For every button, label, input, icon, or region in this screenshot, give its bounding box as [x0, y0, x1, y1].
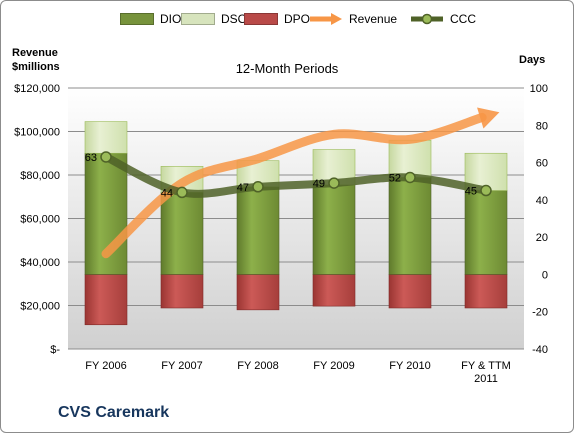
ccc-point [100, 151, 112, 163]
bar-dio [236, 186, 280, 275]
legend-swatch-dio [120, 13, 154, 25]
left-tick-label: $120,000 [14, 83, 60, 95]
legend-label-dio: DIO [160, 12, 182, 26]
ccc-point [480, 184, 492, 197]
bar-dpo [160, 274, 204, 309]
ccc-data-label: 63 [85, 152, 97, 164]
ccc-point [404, 171, 416, 184]
right-tick-label: 100 [530, 83, 548, 95]
legend-label-revenue: Revenue [349, 12, 398, 26]
bar-dpo [84, 274, 128, 326]
left-axis-title-line1: Revenue [12, 47, 58, 59]
legend-item-dio: DIO [120, 6, 181, 32]
bar-dso [84, 121, 128, 154]
left-axis-title: Revenue $millions [12, 46, 60, 74]
left-tick-label: $100,000 [14, 127, 60, 139]
right-tick-label: 0 [542, 269, 548, 281]
x-tick-label: FY 2007 [161, 360, 202, 372]
left-tick-label: $80,000 [20, 170, 60, 182]
x-tick-label: FY 2006 [85, 360, 126, 372]
right-tick-label: -20 [532, 307, 548, 319]
bar-dio [464, 190, 508, 275]
right-tick-label: 20 [536, 232, 548, 244]
left-tick-label: $- [50, 344, 60, 356]
revenue-arrowhead [477, 107, 500, 129]
company-name: CVS Caremark [58, 404, 170, 421]
x-tick-label: 2011 [474, 373, 498, 385]
ccc-point [176, 186, 188, 199]
ccc-data-label: 47 [237, 182, 249, 194]
ccc-data-label: 52 [389, 172, 401, 184]
bar-dpo [312, 274, 356, 307]
left-tick-label: $40,000 [20, 257, 60, 269]
legend-label-dso: DSO [221, 12, 248, 26]
legend-item-revenue: Revenue [309, 6, 397, 32]
chart-title: 12-Month Periods [235, 61, 339, 76]
bar-dpo [388, 274, 432, 309]
bar-dio [312, 184, 356, 275]
bar-dio [388, 177, 432, 275]
bar-dso [388, 139, 432, 178]
revenue-line [101, 112, 487, 259]
legend-swatch-ccc [410, 12, 444, 26]
legend-label-ccc: CCC [450, 12, 476, 26]
right-tick-label: -40 [532, 344, 548, 356]
legend: DIO DSO DPO Revenue CCC [0, 6, 574, 32]
ccc-line [102, 152, 490, 198]
legend-label-dpo: DPO [284, 12, 311, 26]
x-tick-label: FY 2008 [237, 360, 278, 372]
x-tick-label: FY & TTM [461, 360, 511, 372]
legend-swatch-dpo [244, 13, 278, 25]
bar-dpo [464, 274, 508, 309]
left-axis-title-line2: $millions [12, 61, 60, 73]
left-tick-label: $60,000 [20, 214, 60, 226]
ccc-data-label: 45 [465, 186, 477, 198]
x-tick-label: FY 2010 [389, 360, 430, 372]
right-tick-label: 80 [536, 120, 548, 132]
left-tick-label: $20,000 [20, 301, 60, 313]
ccc-point [252, 181, 264, 193]
legend-item-ccc: CCC [410, 6, 476, 32]
bar-dpo [236, 274, 280, 311]
right-axis-title: Days [519, 54, 546, 66]
legend-swatch-revenue [309, 12, 343, 26]
legend-item-dso: DSO [181, 6, 247, 32]
right-tick-label: 60 [536, 158, 548, 170]
bar-dio [160, 192, 204, 275]
right-tick-label: 40 [536, 195, 548, 207]
legend-swatch-dso [181, 13, 215, 25]
x-tick-label: FY 2009 [313, 360, 354, 372]
ccc-point [328, 177, 340, 189]
legend-item-dpo: DPO [244, 6, 310, 32]
ccc-data-label: 49 [313, 178, 325, 190]
ccc-data-label: 44 [161, 187, 173, 199]
